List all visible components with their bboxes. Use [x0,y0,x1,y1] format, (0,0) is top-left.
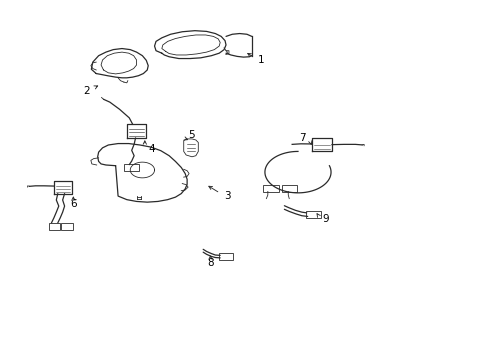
Text: 8: 8 [207,258,213,268]
Text: 1: 1 [258,55,264,65]
Text: 9: 9 [322,214,329,224]
Text: 5: 5 [187,130,194,140]
Text: 2: 2 [83,86,90,96]
Text: 6: 6 [70,199,77,209]
Text: 7: 7 [299,133,305,143]
Text: 3: 3 [224,191,230,201]
Text: 4: 4 [148,144,155,154]
